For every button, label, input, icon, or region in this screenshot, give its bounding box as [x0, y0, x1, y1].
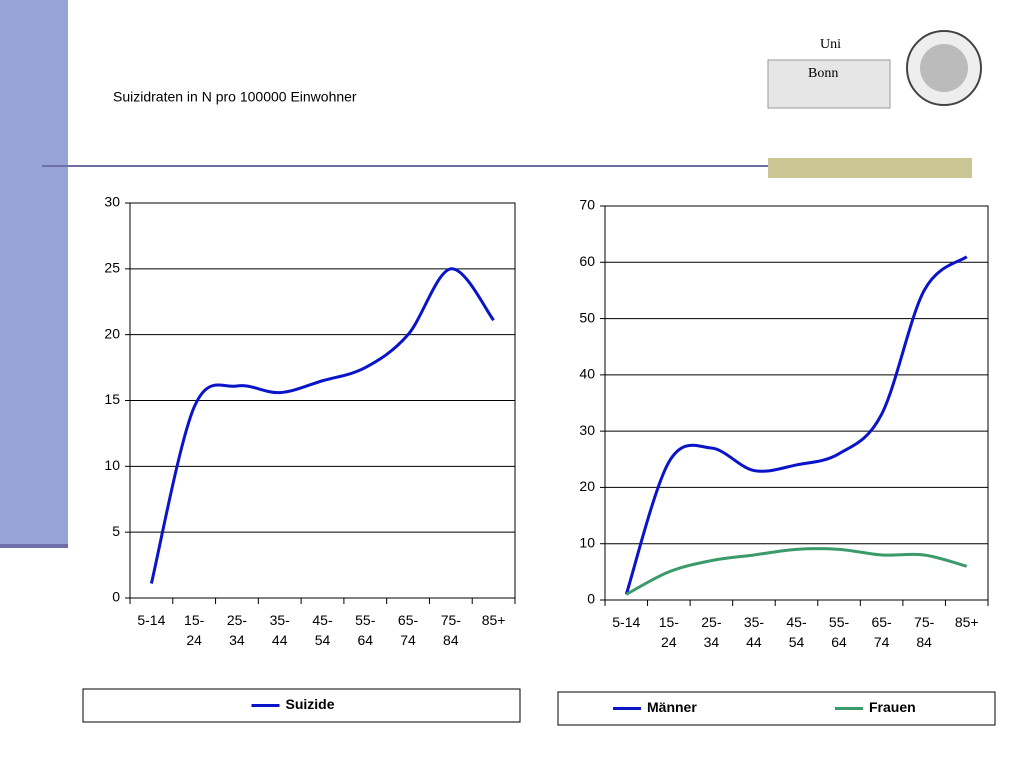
y-tick-label: 0: [112, 589, 120, 605]
legend-box: [82, 688, 521, 723]
x-tick-label: 45-54: [312, 612, 333, 648]
x-tick-label: 85+: [481, 612, 506, 628]
y-tick-label: 50: [579, 309, 595, 325]
slide-title: Suizidraten in N pro 100000 Einwohner: [113, 89, 357, 105]
x-tick-label: 15-24: [184, 612, 205, 648]
y-tick-label: 5: [112, 523, 120, 539]
seal-center: [920, 44, 968, 92]
y-tick-label: 0: [587, 591, 595, 607]
y-tick-label: 30: [104, 194, 120, 210]
y-tick-label: 10: [579, 534, 595, 550]
x-tick-label: 55-64: [828, 614, 850, 650]
x-tick-label: 25-34: [226, 612, 248, 648]
y-tick-label: 10: [104, 457, 120, 473]
logo-text: Uni: [820, 37, 841, 52]
x-tick-label: 35-44: [269, 612, 290, 648]
data-line: [624, 255, 968, 595]
accent-bar: [768, 158, 972, 178]
y-tick-label: 25: [104, 260, 120, 276]
side-bar-edge: [0, 544, 68, 548]
x-tick-label: 65-74: [871, 614, 892, 650]
x-tick-label: 35-44: [743, 614, 765, 650]
x-tick-label: 75-84: [440, 612, 461, 648]
legend-label: Suizide: [286, 696, 335, 712]
legend-label: Frauen: [869, 699, 916, 715]
legend-label: Männer: [647, 699, 697, 715]
x-tick-label: 15-24: [658, 614, 679, 650]
y-tick-label: 15: [104, 391, 120, 407]
logo-building: [767, 59, 891, 109]
x-tick-label: 55-64: [355, 612, 376, 648]
y-tick-label: 30: [579, 422, 595, 438]
x-tick-label: 25-34: [701, 614, 722, 650]
logo-text: Bonn: [808, 66, 838, 81]
x-tick-label: 65-74: [397, 612, 419, 648]
y-tick-label: 60: [579, 253, 595, 269]
data-line: [149, 267, 495, 584]
data-line: [625, 547, 968, 596]
y-tick-label: 20: [104, 325, 120, 341]
y-tick-label: 20: [579, 478, 595, 494]
x-tick-label: 75-84: [914, 614, 935, 650]
x-tick-label: 5-14: [137, 612, 166, 628]
y-tick-label: 40: [579, 366, 595, 382]
plot-area: [604, 205, 989, 601]
side-bar: [0, 0, 68, 546]
x-tick-label: 85+: [954, 614, 979, 630]
y-tick-label: 70: [579, 197, 595, 213]
x-tick-label: 5-14: [612, 614, 641, 630]
x-tick-label: 45-54: [786, 614, 807, 650]
